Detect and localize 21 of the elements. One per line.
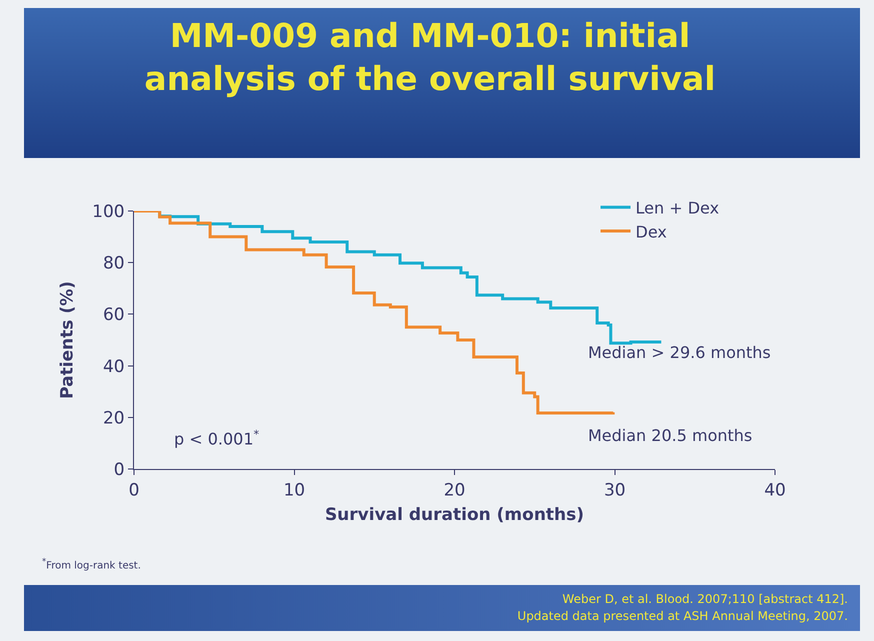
legend-label: Dex — [636, 222, 667, 242]
y-tick-label: 0 — [114, 460, 125, 480]
x-tick-label: 20 — [444, 480, 466, 500]
y-tick-label: 60 — [102, 305, 125, 326]
x-tick-label: 30 — [604, 480, 626, 500]
x-tick-label: 10 — [283, 480, 306, 500]
annotation: p < 0.001$^{*}$ — [174, 428, 260, 449]
y-axis-title: Patients (%) — [58, 281, 78, 399]
text: $^{*}$From log-rank test. — [42, 556, 141, 572]
y-tick-label: 20 — [102, 408, 125, 428]
legend-label: Len + Dex — [636, 198, 720, 218]
annotation: Median 20.5 months — [588, 426, 752, 445]
y-tick-label: 100 — [92, 202, 125, 222]
y-tick-label: 80 — [102, 254, 125, 274]
annotation: Median > 29.6 months — [588, 343, 771, 362]
footer-banner: Weber D, et al. Blood. 2007;110 [abstract 412]. Updated data presented at ASH Annual Meeting, 2007. — [24, 585, 860, 631]
x-tick-label: 0 — [128, 480, 140, 500]
chart-title: MM-009 and MM-010: initial analysis of the overall survival — [143, 15, 717, 100]
y-tick-label: 40 — [102, 356, 125, 377]
x-tick-label: 40 — [764, 480, 786, 500]
x-axis-title: Survival duration (months) — [324, 504, 584, 525]
